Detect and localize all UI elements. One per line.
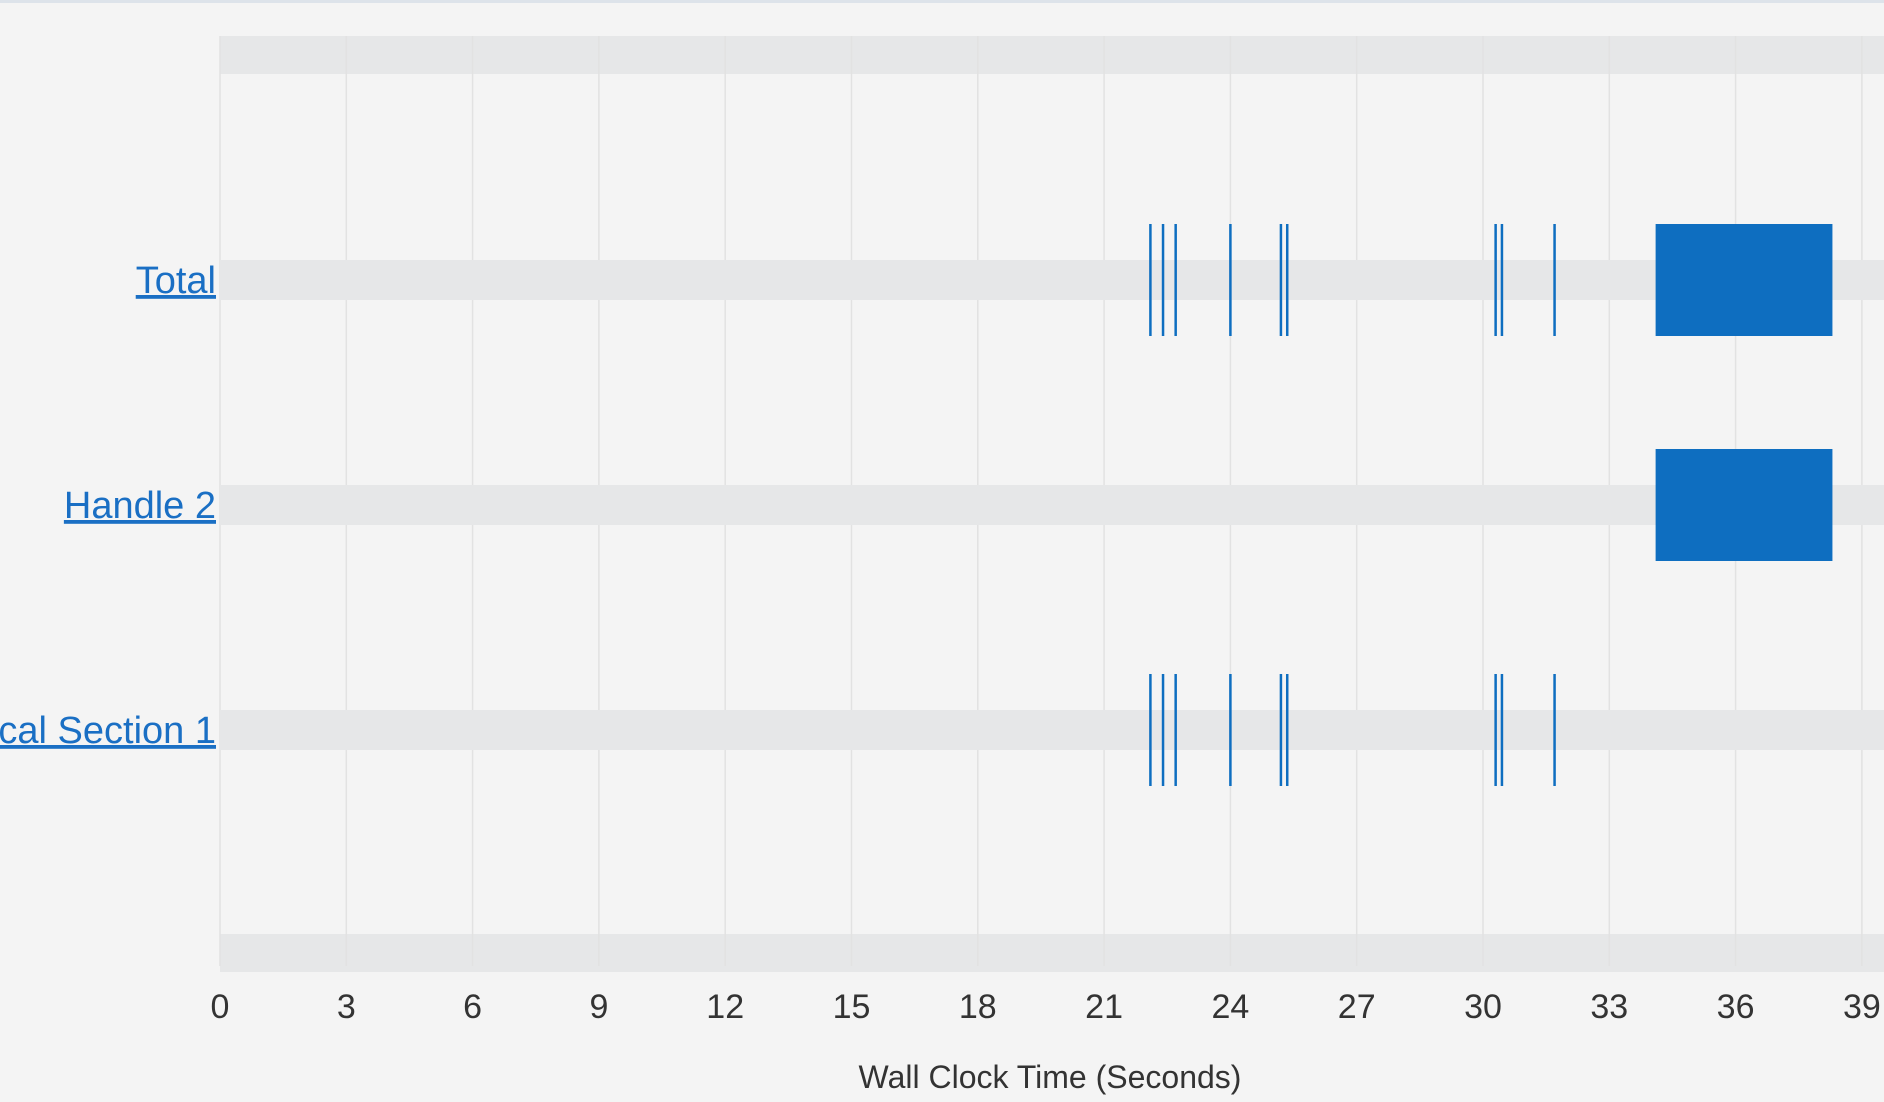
x-tick-label: 3 [337, 988, 356, 1026]
x-tick-label: 27 [1338, 988, 1376, 1026]
interval-bar[interactable] [1655, 224, 1833, 336]
x-tick-label: 21 [1085, 988, 1123, 1026]
x-tick-label: 39 [1843, 988, 1881, 1026]
interval-bar[interactable] [1655, 449, 1833, 561]
x-tick-label: 18 [959, 988, 997, 1026]
x-tick-label: 24 [1211, 988, 1249, 1026]
x-tick-label: 6 [463, 988, 482, 1026]
x-tick-label: 33 [1590, 988, 1628, 1026]
x-tick-label: 0 [211, 988, 230, 1026]
row-track [220, 260, 1884, 300]
x-tick-label: 12 [706, 988, 744, 1026]
x-tick-label: 36 [1717, 988, 1755, 1026]
row-track [220, 485, 1884, 525]
top-track [220, 36, 1884, 74]
top-border [0, 0, 1884, 3]
row-label-link[interactable]: Critical Section 1 [0, 710, 216, 752]
row-track [220, 710, 1884, 750]
row-label-link[interactable]: Total [136, 260, 216, 302]
x-axis-title: Wall Clock Time (Seconds) [859, 1059, 1242, 1095]
x-tick-label: 15 [833, 988, 871, 1026]
row-label-link[interactable]: Handle 2 [64, 485, 216, 527]
x-tick-label: 9 [589, 988, 608, 1026]
bottom-track [220, 934, 1884, 972]
x-tick-label: 30 [1464, 988, 1502, 1026]
